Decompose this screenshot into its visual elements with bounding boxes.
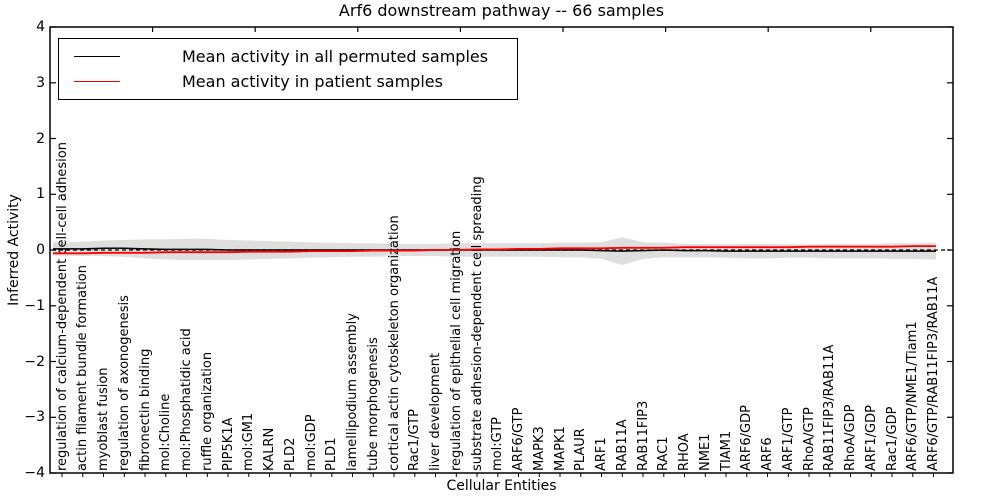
x-tick-label: lamellipodium assembly xyxy=(345,313,360,471)
x-tick-label: myoblast fusion xyxy=(96,367,111,471)
x-tick-label: NME1 xyxy=(697,433,713,471)
y-tick-label: −1 xyxy=(24,297,45,314)
legend-label: Mean activity in all permuted samples xyxy=(182,47,489,66)
x-tick-label: mol:Choline xyxy=(158,393,174,471)
x-tick-label: MAPK1 xyxy=(552,426,568,471)
x-tick-label: liver development xyxy=(428,352,443,471)
x-tick-label: regulation of calcium-dependent cell-cel… xyxy=(54,142,70,471)
x-tick-label: mol:GM1 xyxy=(241,412,257,471)
x-tick-label: PLAUR xyxy=(573,428,589,471)
x-tick-label: RAC1 xyxy=(656,436,672,471)
x-tick-label: regulation of epithelial cell migration xyxy=(448,230,464,471)
y-tick-label: 2 xyxy=(36,130,45,147)
x-axis-label: Cellular Entities xyxy=(446,478,557,494)
x-tick-label: ARF1/GDP xyxy=(863,405,879,471)
permuted-line-swatch-icon xyxy=(74,56,120,57)
x-tick-label: ARF6/GDP xyxy=(739,405,755,471)
y-tick-label: −4 xyxy=(24,465,45,481)
x-tick-label: MAPK3 xyxy=(531,426,547,471)
x-tick-label: KALRN xyxy=(262,427,277,471)
y-tick-label: 1 xyxy=(36,186,45,203)
x-tick-label: regulation of axonogenesis xyxy=(116,295,132,471)
x-tick-label: ARF6/GTP/RAB11FIP3/RAB11A xyxy=(926,276,941,471)
x-tick-label: substrate adhesion-dependent cell spread… xyxy=(469,176,485,471)
x-tick-label: TIAM1 xyxy=(718,430,734,471)
x-tick-label: PLD1 xyxy=(324,437,340,471)
x-tick-label: RhoA/GDP xyxy=(843,404,858,471)
patient-line-swatch-icon xyxy=(74,81,120,82)
legend-label: Mean activity in patient samples xyxy=(182,72,443,91)
x-tick-label: RAB11FIP3 xyxy=(635,400,651,471)
y-tick-label: 0 xyxy=(36,242,45,258)
x-tick-label: tube morphogenesis xyxy=(365,337,381,471)
x-tick-label: PLD2 xyxy=(282,437,298,471)
x-tick-label: mol:Phosphatidic acid xyxy=(179,328,194,471)
legend: Mean activity in all permuted samples Me… xyxy=(58,38,518,100)
x-tick-label: actin filament bundle formation xyxy=(75,265,91,471)
x-tick-label: ARF6 xyxy=(760,437,775,471)
x-tick-label: RAB11A xyxy=(614,419,630,471)
x-tick-label: ARF1/GTP xyxy=(780,407,796,471)
x-tick-label: Rac1/GTP xyxy=(407,409,423,471)
x-tick-label: ARF6/GTP/NME1/Tiam1 xyxy=(905,321,921,471)
y-tick-label: −3 xyxy=(24,409,45,426)
y-tick-label: 4 xyxy=(36,19,45,35)
x-tick-label: mol:GDP xyxy=(303,414,319,471)
x-tick-label: Rac1/GDP xyxy=(884,406,900,471)
y-tick-label: −2 xyxy=(24,353,45,370)
x-tick-label: RHOA xyxy=(677,433,692,471)
legend-entry-permuted: Mean activity in all permuted samples xyxy=(59,47,517,66)
x-tick-label: ARF6/GTP xyxy=(511,407,526,471)
legend-entry-patient: Mean activity in patient samples xyxy=(59,72,517,91)
x-tick-label: RAB11FIP3/RAB11A xyxy=(822,344,838,471)
chart-title: Arf6 downstream pathway -- 66 samples xyxy=(338,1,665,20)
x-tick-label: ARF1 xyxy=(594,437,609,471)
x-tick-label: PIP5K1A xyxy=(220,417,236,471)
x-tick-label: cortical actin cytoskeleton organization xyxy=(386,215,402,471)
x-tick-label: ruffle organization xyxy=(199,351,215,471)
x-tick-label: RhoA/GTP xyxy=(801,407,817,471)
x-tick-label: mol:GTP xyxy=(490,417,506,471)
x-tick-label: fibronectin binding xyxy=(137,348,153,471)
y-tick-label: 3 xyxy=(36,74,45,91)
